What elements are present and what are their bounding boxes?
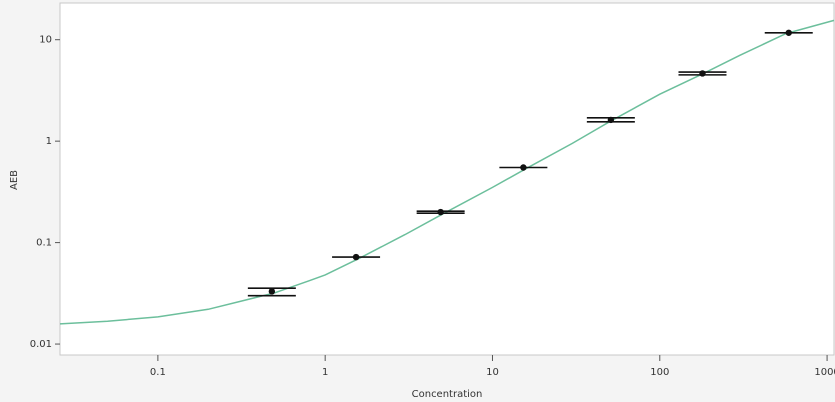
- x-tick-label: 0.1: [150, 367, 166, 378]
- x-axis-label: Concentration: [412, 389, 483, 400]
- y-tick-label: 10: [39, 35, 52, 46]
- point: [607, 116, 615, 124]
- x-tick-label: 1000: [814, 367, 835, 378]
- y-tick-label: 0.1: [36, 238, 52, 249]
- x-tick-label: 100: [650, 367, 669, 378]
- y-tick-label: 0.01: [30, 339, 52, 350]
- y-axis-label: AEB: [9, 170, 20, 190]
- point: [699, 70, 706, 77]
- point: [352, 253, 360, 261]
- point: [785, 29, 792, 36]
- point: [268, 288, 276, 295]
- plot-area: [59, 2, 835, 356]
- point: [520, 164, 527, 171]
- point: [437, 208, 444, 216]
- y-tick-label: 1: [46, 136, 52, 147]
- x-tick-label: 1: [322, 367, 328, 378]
- fit-curve: [59, 19, 835, 325]
- x-tick-label: 10: [486, 367, 499, 378]
